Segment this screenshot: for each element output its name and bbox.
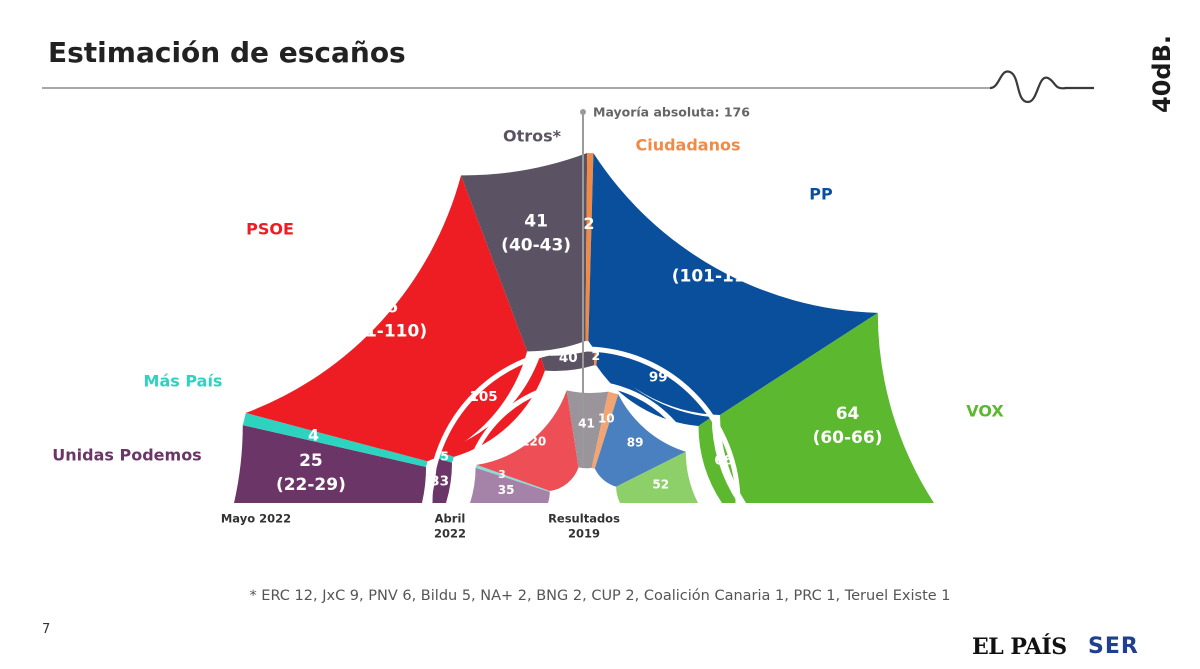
seat-value-otros-mayo-2022: 41 bbox=[524, 211, 548, 231]
seat-value-otros-abril-2022: 40 bbox=[559, 350, 578, 366]
seat-slice-mas-pais-abril-2022 bbox=[436, 451, 454, 463]
legend-label-psoe: PSOE bbox=[246, 220, 294, 239]
legend-label-pp: PP bbox=[809, 185, 833, 204]
seat-range-pp-mayo-2022: (101-115) bbox=[672, 266, 766, 286]
seat-value-mas-pais-resultados-2019: 3 bbox=[498, 468, 506, 481]
cadena-ser-logo: SER bbox=[1088, 634, 1139, 659]
title-rule bbox=[42, 70, 1094, 104]
seat-value-vox-mayo-2022: 64 bbox=[836, 404, 860, 424]
ring-label-abril-2022-line-1: Abril bbox=[435, 512, 466, 526]
seat-slice-otros-abril-2022 bbox=[540, 349, 596, 372]
seat-slice-pp-resultados-2019 bbox=[594, 394, 686, 487]
seat-slice-pp-mayo-2022 bbox=[588, 153, 878, 415]
seat-slice-vox-abril-2022 bbox=[698, 417, 738, 503]
seat-value-psoe-mayo-2022: 106 bbox=[363, 298, 399, 318]
page-number: 7 bbox=[42, 622, 51, 637]
legend-label-unidas-podemos: Unidas Podemos bbox=[52, 446, 201, 465]
seat-range-vox-mayo-2022: (60-66) bbox=[813, 428, 883, 448]
seat-slice-ciudadanos-abril-2022 bbox=[593, 349, 598, 366]
ring-label-resultados-2019-line-2: 2019 bbox=[568, 527, 600, 541]
el-pais-logo: EL PAÍS bbox=[972, 634, 1067, 660]
majority-marker bbox=[580, 109, 586, 115]
seat-value-otros-resultados-2019: 41 bbox=[578, 417, 595, 431]
seat-slice-otros-mayo-2022 bbox=[461, 153, 588, 352]
seat-value-unidas-podemos-resultados-2019: 35 bbox=[498, 483, 515, 497]
seat-value-mas-pais-abril-2022: 5 bbox=[440, 449, 449, 464]
page-title: Estimación de escaños bbox=[48, 36, 406, 69]
seat-range-unidas-podemos-mayo-2022: (22-29) bbox=[276, 475, 346, 495]
seat-value-unidas-podemos-abril-2022: 33 bbox=[430, 473, 449, 489]
footnote: * ERC 12, JxC 9, PNV 6, Bildu 5, NA+ 2, … bbox=[249, 588, 951, 604]
seat-slice-psoe-mayo-2022 bbox=[245, 175, 528, 462]
seat-value-psoe-abril-2022: 105 bbox=[469, 389, 497, 405]
majority-label: Mayoría absoluta: 176 bbox=[593, 105, 750, 120]
ring-resultados-2019 bbox=[470, 390, 698, 503]
seat-slice-ciudadanos-resultados-2019 bbox=[591, 391, 619, 469]
seat-hemicycle-chart: Mayoría absoluta: 17625(22-29)4106(101-1… bbox=[52, 105, 1004, 541]
seat-slice-otros-resultados-2019 bbox=[566, 390, 609, 469]
seat-value-ciudadanos-mayo-2022: 2 bbox=[583, 214, 594, 233]
seat-value-pp-abril-2022: 99 bbox=[649, 369, 668, 385]
seat-slice-vox-resultados-2019 bbox=[616, 451, 698, 503]
seat-value-vox-abril-2022: 66 bbox=[714, 452, 733, 468]
legend-label-vox: VOX bbox=[966, 402, 1004, 421]
soundwave-icon bbox=[989, 70, 1094, 104]
seat-value-unidas-podemos-mayo-2022: 25 bbox=[299, 451, 323, 471]
seat-value-vox-resultados-2019: 52 bbox=[652, 477, 669, 491]
seat-range-otros-mayo-2022: (40-43) bbox=[501, 235, 571, 255]
seat-slice-mas-pais-mayo-2022 bbox=[242, 412, 428, 467]
seat-value-ciudadanos-abril-2022: 2 bbox=[591, 348, 600, 363]
seat-value-pp-mayo-2022: 108 bbox=[701, 242, 737, 262]
legend-label-otros: Otros* bbox=[503, 127, 562, 146]
legend-label-mas-pais: Más País bbox=[144, 372, 223, 391]
seat-slice-vox-mayo-2022 bbox=[719, 312, 934, 503]
ring-label-resultados-2019-line-1: Resultados bbox=[548, 512, 620, 526]
seat-value-pp-resultados-2019: 89 bbox=[627, 435, 644, 449]
seat-slice-psoe-resultados-2019 bbox=[476, 390, 579, 491]
seat-range-psoe-mayo-2022: (101-110) bbox=[334, 322, 428, 342]
seat-value-mas-pais-mayo-2022: 4 bbox=[308, 426, 319, 445]
seat-slice-psoe-abril-2022 bbox=[438, 355, 545, 457]
seat-slice-unidas-podemos-abril-2022 bbox=[430, 458, 453, 503]
seat-slice-mas-pais-resultados-2019 bbox=[475, 464, 551, 492]
ring-label-mayo-2022-line-1: Mayo 2022 bbox=[221, 512, 291, 526]
seat-value-ciudadanos-resultados-2019: 10 bbox=[598, 412, 615, 426]
seat-slice-unidas-podemos-resultados-2019 bbox=[470, 467, 550, 503]
seat-slice-unidas-podemos-mayo-2022 bbox=[234, 425, 427, 503]
seat-value-psoe-resultados-2019: 120 bbox=[521, 435, 546, 449]
legend-label-ciudadanos: Ciudadanos bbox=[635, 136, 740, 155]
seat-slice-ciudadanos-mayo-2022 bbox=[585, 153, 594, 342]
ring-mayo-2022 bbox=[234, 153, 934, 503]
ring-label-abril-2022-line-2: 2022 bbox=[434, 527, 466, 541]
